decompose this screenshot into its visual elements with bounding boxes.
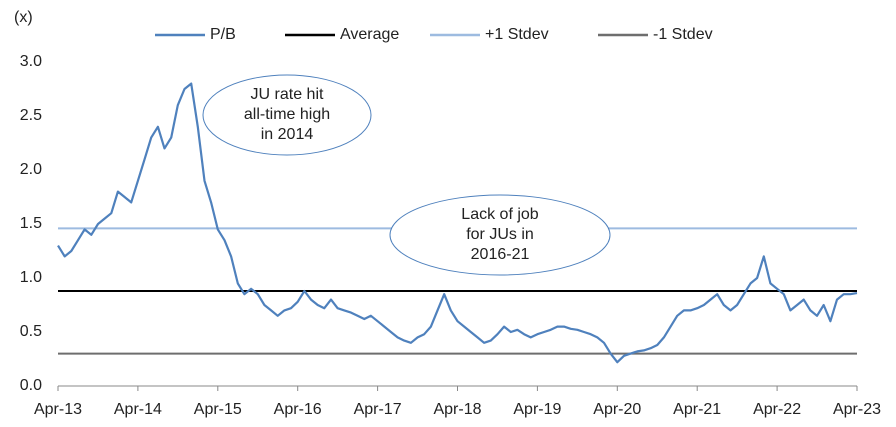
x-tick-label: Apr-22 — [753, 401, 801, 418]
legend-label: -1 Stdev — [653, 26, 713, 43]
annotation-text: Lack of job — [461, 206, 538, 223]
annotation-text: JU rate hit — [251, 86, 324, 103]
pb-line — [57, 82, 858, 364]
annotation-text: in 2014 — [261, 126, 314, 143]
y-axis-label: (x) — [14, 9, 33, 26]
y-tick-label: 1.5 — [20, 215, 42, 232]
x-tick-label: Apr-17 — [354, 401, 402, 418]
legend-label: +1 Stdev — [485, 26, 549, 43]
y-tick-label: 2.0 — [20, 161, 42, 178]
x-tick-label: Apr-21 — [673, 401, 721, 418]
x-tick-label: Apr-20 — [593, 401, 641, 418]
x-tick-label: Apr-19 — [513, 401, 561, 418]
x-tick-label: Apr-14 — [114, 401, 162, 418]
legend-label: P/B — [210, 26, 236, 43]
x-tick-label: Apr-15 — [194, 401, 242, 418]
annotation-text: 2016-21 — [471, 246, 530, 263]
x-tick-label: Apr-16 — [274, 401, 322, 418]
x-tick-label: Apr-13 — [34, 401, 82, 418]
annotation-text: all-time high — [244, 106, 330, 123]
annotation-bubble — [389, 194, 611, 276]
x-tick-label: Apr-23 — [833, 401, 881, 418]
annotation-bubble — [202, 74, 372, 156]
y-tick-label: 3.0 — [20, 53, 42, 70]
y-tick-label: 1.0 — [20, 269, 42, 286]
y-tick-label: 0.5 — [20, 323, 42, 340]
y-tick-label: 0.0 — [20, 377, 42, 394]
legend-label: Average — [340, 26, 399, 43]
y-tick-label: 2.5 — [20, 107, 42, 124]
annotation-text: for JUs in — [466, 226, 534, 243]
x-tick-label: Apr-18 — [433, 401, 481, 418]
